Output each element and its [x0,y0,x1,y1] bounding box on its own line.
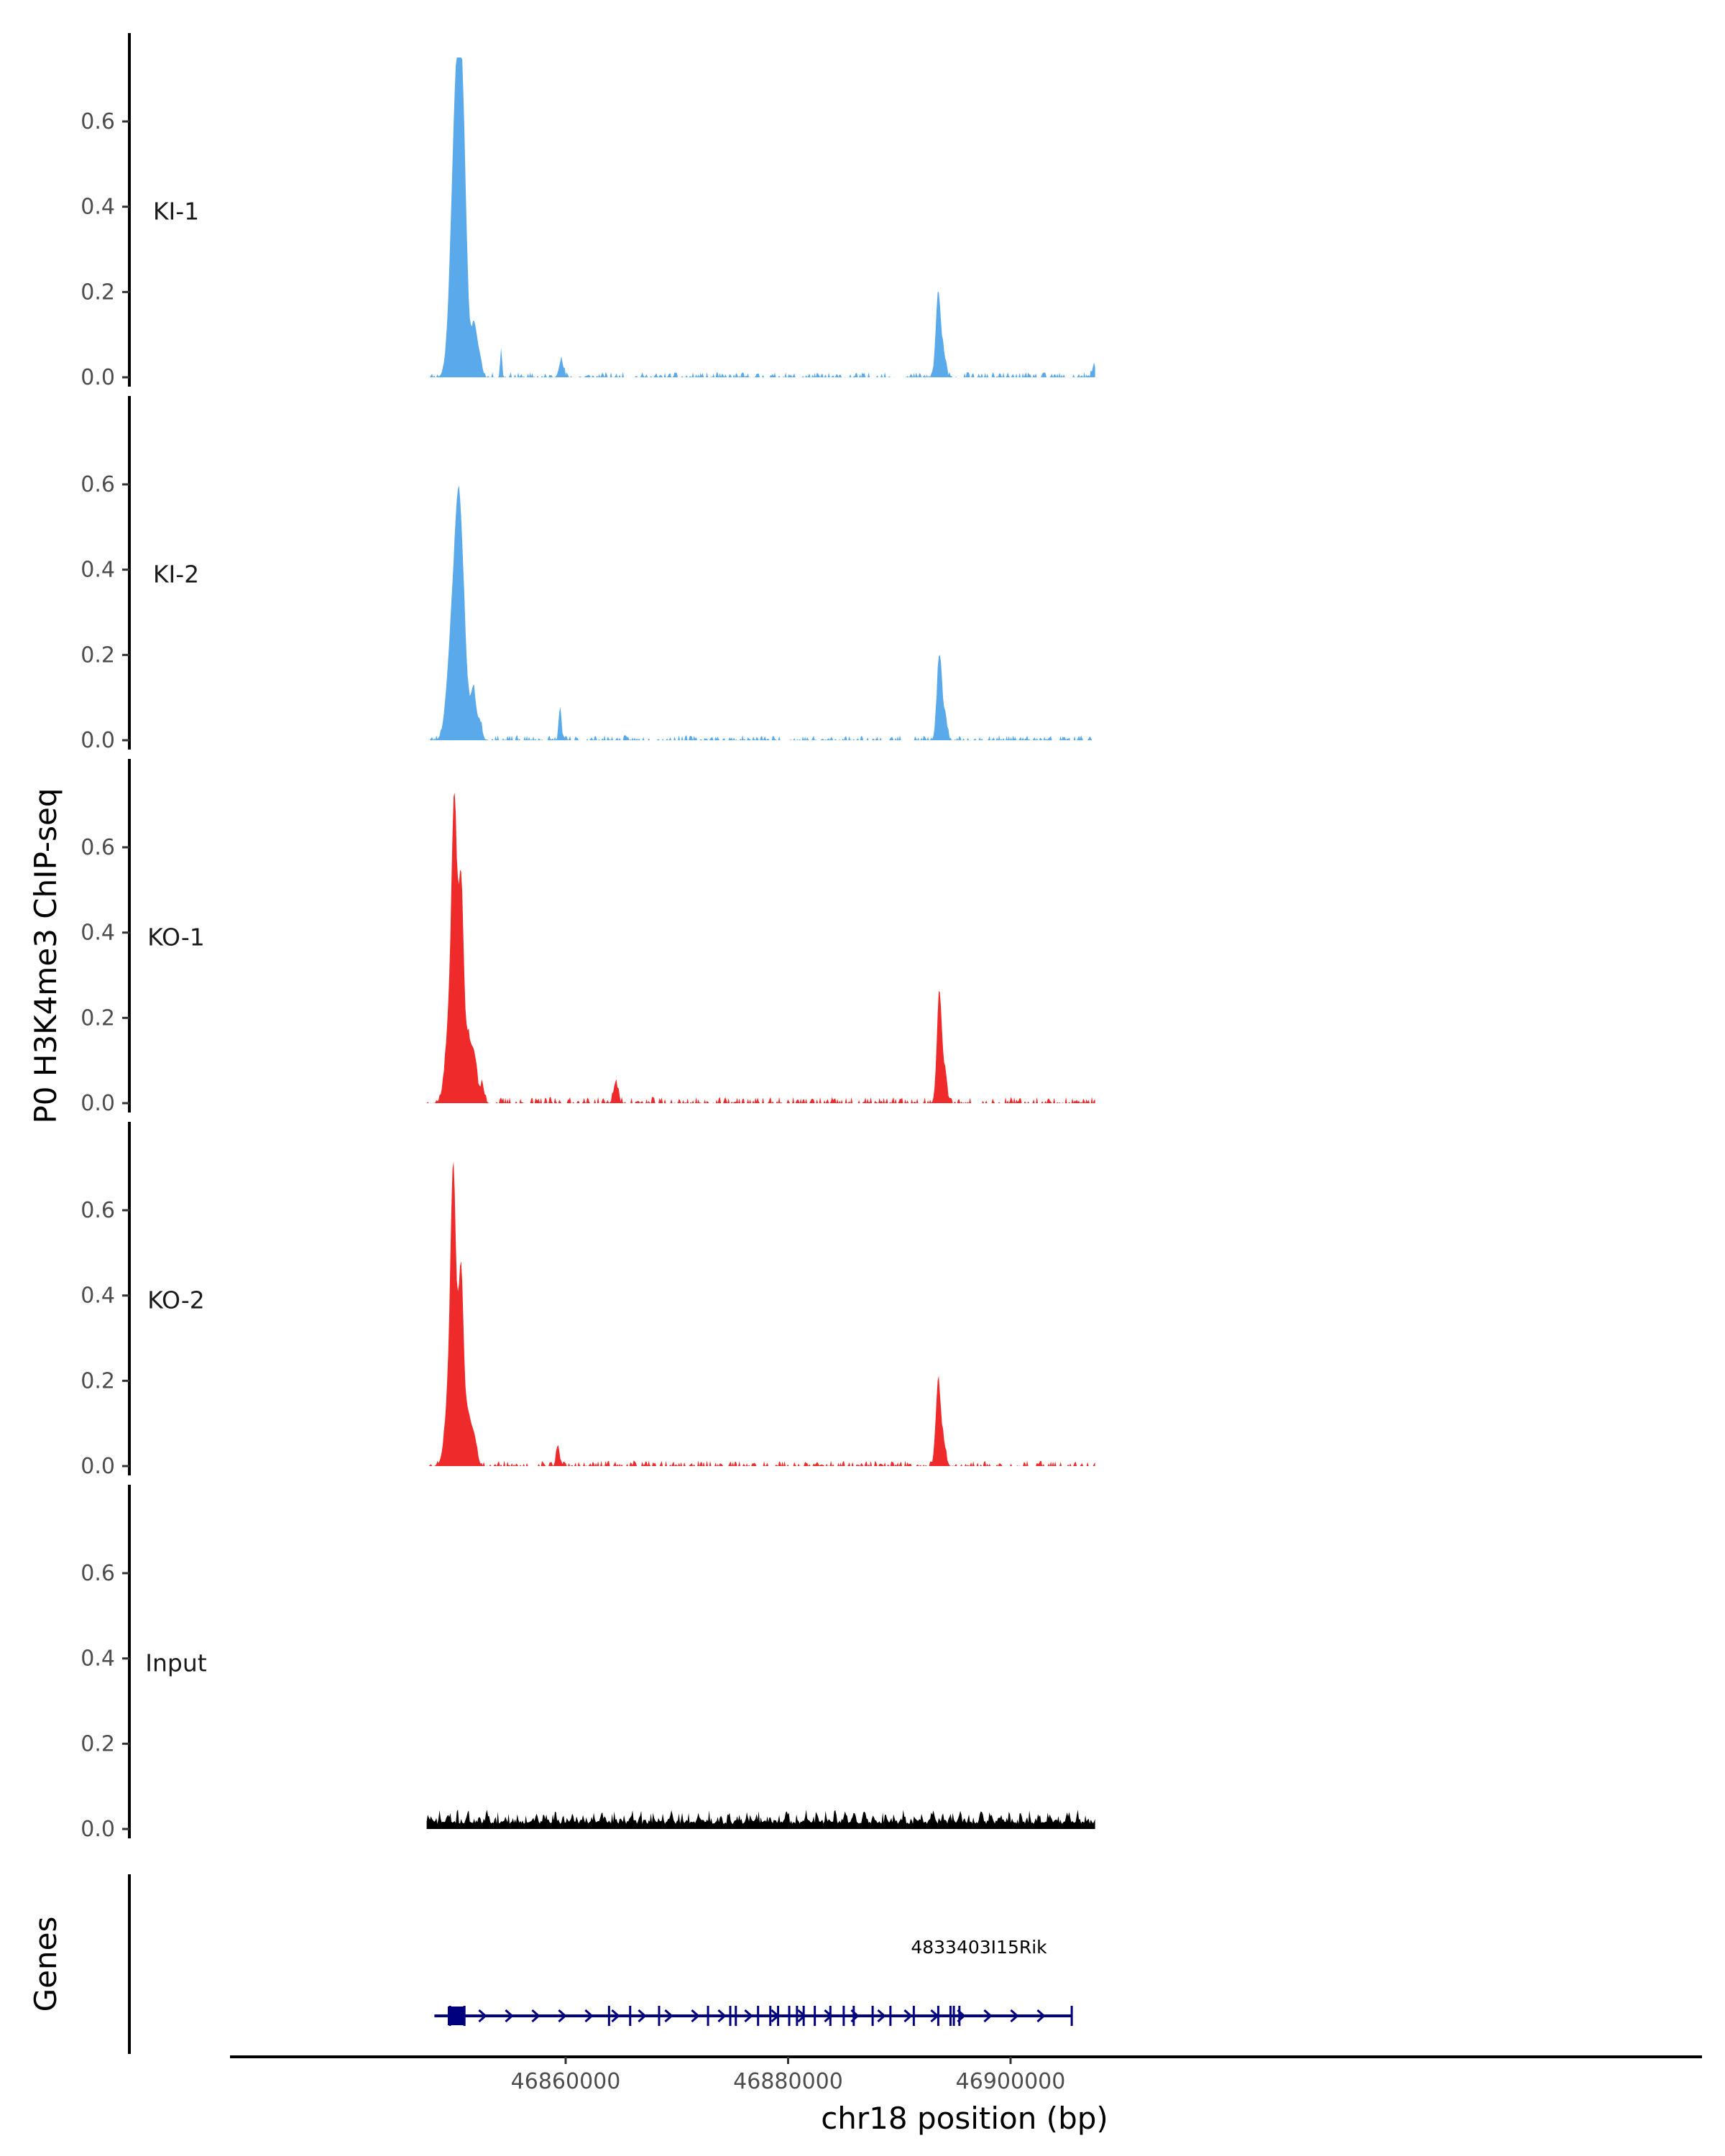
y-tick-label: 0.6 [80,1198,115,1223]
y-tick-label: 0.0 [80,1817,115,1842]
y-tick-label: 0.4 [80,558,115,583]
track-label: KI-2 [153,560,199,588]
strand-arrow [717,2009,727,2023]
track-ki-1: 0.0 0.2 0.4 0.6 KI-1 [80,33,1095,390]
y-axis-title: P0 H3K4me3 ChIP-seq [28,788,63,1123]
y-tick-label: 0.6 [80,472,115,497]
signal-area-input [426,1809,1095,1829]
genes-track-title: Genes [28,1917,63,2012]
track-label: KI-1 [153,197,199,225]
x-tick-label: 46860000 [511,2069,621,2094]
y-tick-label: 0.2 [80,642,115,668]
y-tick-label: 0.0 [80,365,115,390]
strand-arrow [691,2009,700,2023]
track-input: 0.0 0.2 0.4 0.6 Input [80,1485,1095,1842]
y-tick-label: 0.6 [80,109,115,134]
y-tick-label: 0.2 [80,280,115,305]
track-ki-2: 0.0 0.2 0.4 0.6 KI-2 [80,396,1095,753]
tracks-layer: 0.00.20.40.6KI-10.00.20.40.6KI-20.00.20.… [80,33,1095,1842]
strand-arrow [505,2009,514,2023]
y-tick-label: 0.4 [80,921,115,946]
strand-arrow [584,2009,594,2023]
strand-arrow [531,2009,540,2023]
y-tick-label: 0.2 [80,1005,115,1031]
y-tick-label: 0.0 [80,728,115,753]
y-tick-label: 0.6 [80,835,115,860]
strand-arrow [983,2009,993,2023]
track-label: KO-2 [147,1286,205,1314]
x-tick-label: 46900000 [956,2069,1066,2094]
x-tick-label: 46880000 [733,2069,843,2094]
gene-name-label: 4833403I15Rik [911,1937,1047,1958]
track-label: KO-1 [147,923,205,951]
track-ko-2: 0.0 0.2 0.4 0.6 KO-2 [80,1122,1095,1479]
track-label: Input [145,1649,207,1677]
y-tick-label: 0.4 [80,1646,115,1672]
genes-track: Genes 4833403I15Rik [28,1874,1073,2054]
y-tick-label: 0.2 [80,1731,115,1756]
x-axis-title: chr18 position (bp) [821,2101,1108,2136]
y-tick-label: 0.2 [80,1368,115,1393]
strand-arrow [638,2009,647,2023]
y-tick-label: 0.0 [80,1454,115,1479]
strand-arrow [903,2009,913,2023]
strand-arrow [1036,2009,1046,2023]
strand-arrow [611,2009,620,2023]
y-tick-label: 0.4 [80,1284,115,1309]
x-axis: chr18 position (bp) 46860000 46880000 4690… [230,2055,1702,2136]
y-tick-label: 0.6 [80,1561,115,1586]
y-tick-label: 0.0 [80,1091,115,1116]
track-ko-1: 0.0 0.2 0.4 0.6 KO-1 [80,759,1095,1116]
strand-arrow [1010,2009,1019,2023]
y-tick-label: 0.4 [80,195,115,220]
strand-arrow [558,2009,567,2023]
strand-arrow [478,2009,487,2023]
strand-arrow [744,2009,753,2023]
strand-arrow [877,2009,886,2023]
strand-arrow [664,2009,673,2023]
